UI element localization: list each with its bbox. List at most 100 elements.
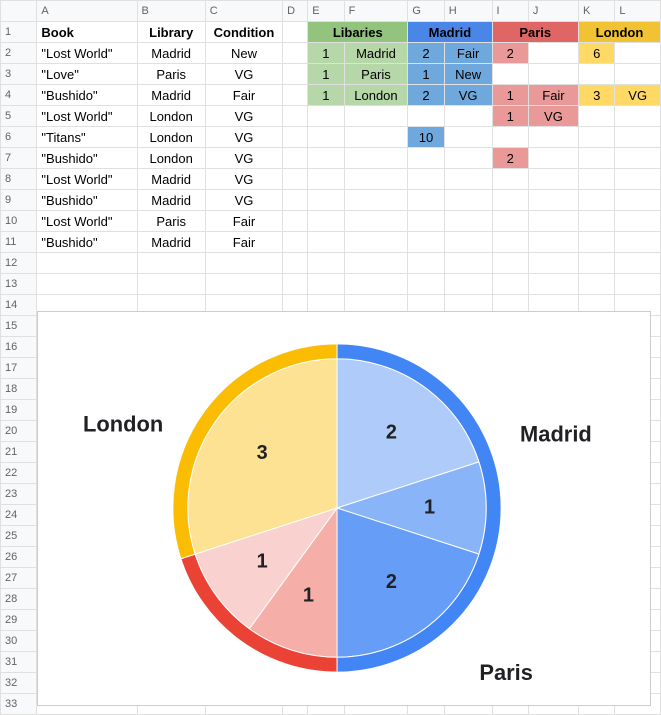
cell[interactable]: Fair bbox=[444, 43, 492, 64]
cell[interactable] bbox=[344, 211, 408, 232]
cell[interactable] bbox=[205, 253, 282, 274]
cell[interactable]: 1 bbox=[492, 85, 528, 106]
cell[interactable] bbox=[528, 274, 578, 295]
col-header[interactable]: B bbox=[137, 1, 205, 22]
cell-library[interactable]: Madrid bbox=[137, 190, 205, 211]
cell-book[interactable]: "Titans" bbox=[37, 127, 137, 148]
row-header[interactable]: 18 bbox=[1, 379, 37, 400]
cell[interactable]: VG bbox=[615, 85, 661, 106]
cell[interactable] bbox=[344, 169, 408, 190]
row-header[interactable]: 23 bbox=[1, 484, 37, 505]
cell[interactable] bbox=[615, 43, 661, 64]
cell[interactable] bbox=[205, 274, 282, 295]
cell[interactable] bbox=[408, 190, 444, 211]
cell[interactable] bbox=[408, 148, 444, 169]
cell-condition[interactable]: VG bbox=[205, 127, 282, 148]
cell[interactable] bbox=[492, 127, 528, 148]
cell[interactable] bbox=[444, 253, 492, 274]
cell[interactable] bbox=[308, 274, 344, 295]
cell-book[interactable]: "Lost World" bbox=[37, 169, 137, 190]
cell-library[interactable]: London bbox=[137, 106, 205, 127]
cell[interactable] bbox=[578, 148, 614, 169]
cell[interactable] bbox=[408, 211, 444, 232]
cell[interactable] bbox=[578, 274, 614, 295]
cell[interactable] bbox=[408, 232, 444, 253]
cell[interactable] bbox=[615, 148, 661, 169]
cell-condition[interactable]: VG bbox=[205, 190, 282, 211]
pie-chart[interactable]: 212113MadridParisLondon bbox=[37, 311, 651, 706]
cell[interactable] bbox=[37, 274, 137, 295]
cell[interactable] bbox=[492, 190, 528, 211]
cell[interactable] bbox=[344, 148, 408, 169]
row-header[interactable]: 28 bbox=[1, 589, 37, 610]
col-header[interactable]: J bbox=[528, 1, 578, 22]
cell[interactable] bbox=[283, 64, 308, 85]
cell[interactable] bbox=[308, 253, 344, 274]
cell[interactable]: 2 bbox=[408, 43, 444, 64]
cell[interactable] bbox=[308, 190, 344, 211]
cell-book[interactable]: "Bushido" bbox=[37, 148, 137, 169]
cell-book[interactable]: "Lost World" bbox=[37, 106, 137, 127]
row-header[interactable]: 29 bbox=[1, 610, 37, 631]
col-header[interactable]: D bbox=[283, 1, 308, 22]
row-header[interactable]: 7 bbox=[1, 148, 37, 169]
cell[interactable] bbox=[578, 169, 614, 190]
cell[interactable] bbox=[615, 106, 661, 127]
cell-book[interactable]: "Bushido" bbox=[37, 232, 137, 253]
cell[interactable]: 1 bbox=[492, 106, 528, 127]
cell-library[interactable]: Paris bbox=[137, 211, 205, 232]
cell[interactable] bbox=[615, 127, 661, 148]
cell[interactable] bbox=[615, 211, 661, 232]
row-header[interactable]: 13 bbox=[1, 274, 37, 295]
cell[interactable]: Madrid bbox=[344, 43, 408, 64]
row-header[interactable]: 24 bbox=[1, 505, 37, 526]
header-madrid[interactable]: Madrid bbox=[408, 22, 492, 43]
cell-book[interactable]: "Lost World" bbox=[37, 211, 137, 232]
row-header[interactable]: 22 bbox=[1, 463, 37, 484]
cell[interactable] bbox=[615, 274, 661, 295]
col-header[interactable]: C bbox=[205, 1, 282, 22]
cell[interactable] bbox=[283, 22, 308, 43]
row-header[interactable]: 20 bbox=[1, 421, 37, 442]
cell[interactable] bbox=[283, 85, 308, 106]
cell[interactable] bbox=[308, 169, 344, 190]
row-header[interactable]: 27 bbox=[1, 568, 37, 589]
cell[interactable]: VG bbox=[528, 106, 578, 127]
cell-condition[interactable]: VG bbox=[205, 64, 282, 85]
cell[interactable] bbox=[444, 211, 492, 232]
cell[interactable] bbox=[528, 64, 578, 85]
cell-library[interactable]: London bbox=[137, 148, 205, 169]
cell[interactable] bbox=[578, 190, 614, 211]
header-paris[interactable]: Paris bbox=[492, 22, 578, 43]
cell[interactable] bbox=[137, 274, 205, 295]
cell[interactable] bbox=[283, 253, 308, 274]
cell-library[interactable]: Madrid bbox=[137, 232, 205, 253]
cell[interactable] bbox=[344, 106, 408, 127]
cell[interactable] bbox=[492, 169, 528, 190]
cell[interactable] bbox=[578, 211, 614, 232]
cell[interactable]: 10 bbox=[408, 127, 444, 148]
cell[interactable] bbox=[528, 232, 578, 253]
col-header[interactable]: L bbox=[615, 1, 661, 22]
cell-library[interactable]: Madrid bbox=[137, 43, 205, 64]
row-header[interactable]: 31 bbox=[1, 652, 37, 673]
cell[interactable] bbox=[283, 43, 308, 64]
cell[interactable]: 1 bbox=[308, 85, 344, 106]
cell[interactable] bbox=[444, 106, 492, 127]
cell[interactable]: New bbox=[444, 64, 492, 85]
cell-book[interactable]: "Bushido" bbox=[37, 190, 137, 211]
cell[interactable] bbox=[308, 211, 344, 232]
cell[interactable]: 6 bbox=[578, 43, 614, 64]
cell[interactable]: 1 bbox=[308, 64, 344, 85]
row-header[interactable]: 9 bbox=[1, 190, 37, 211]
cell[interactable]: Fair bbox=[528, 85, 578, 106]
row-header[interactable]: 16 bbox=[1, 337, 37, 358]
cell[interactable] bbox=[578, 64, 614, 85]
header-library[interactable]: Library bbox=[137, 22, 205, 43]
cell-condition[interactable]: VG bbox=[205, 148, 282, 169]
cell[interactable] bbox=[283, 274, 308, 295]
cell-book[interactable]: "Love" bbox=[37, 64, 137, 85]
cell[interactable] bbox=[37, 253, 137, 274]
row-header[interactable]: 19 bbox=[1, 400, 37, 421]
cell[interactable] bbox=[344, 253, 408, 274]
